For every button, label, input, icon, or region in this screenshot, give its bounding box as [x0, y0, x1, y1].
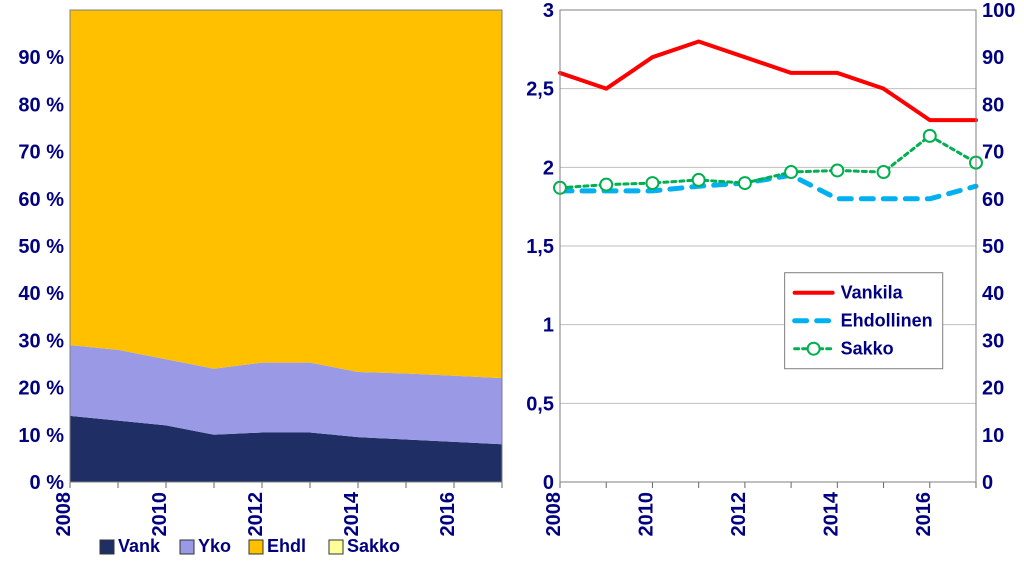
- marker-sakko: [831, 164, 843, 176]
- y-tick: 70 %: [18, 142, 64, 164]
- marker-sakko: [785, 166, 797, 178]
- y-right-tick: 50: [982, 236, 1004, 258]
- x-tick: 2012: [245, 492, 267, 537]
- x-tick: 2016: [913, 492, 935, 537]
- legend-swatch-vank: [100, 540, 114, 554]
- y-tick: 50 %: [18, 236, 64, 258]
- legend-label-ehdollinen: Ehdollinen: [841, 311, 933, 331]
- right-line-chart: 00,511,522,53010203040506070809010020082…: [512, 0, 1024, 572]
- y-right-tick: 10: [982, 425, 1004, 447]
- legend-label-sakko: Sakko: [841, 339, 894, 359]
- y-tick: 20 %: [18, 378, 64, 400]
- y-right-tick: 80: [982, 94, 1004, 116]
- y-tick: 10 %: [18, 425, 64, 447]
- x-tick: 2010: [149, 492, 171, 537]
- legend-label-sakko: Sakko: [347, 536, 400, 556]
- figure-wrap: 0 % 10 % 20 % 30 % 40 % 50 % 60 % 70 % 80 % 90 % 2…: [0, 0, 1024, 572]
- y-left-tick: 1,5: [526, 236, 554, 258]
- legend-label-vank: Vank: [118, 536, 161, 556]
- legend-label-yko: Yko: [198, 536, 231, 556]
- x-tick: 2016: [437, 492, 459, 537]
- y-tick: 40 %: [18, 283, 64, 305]
- legend-label-vankila: Vankila: [841, 283, 904, 303]
- y-right-tick: 0: [982, 472, 993, 494]
- y-left-tick: 1: [543, 315, 554, 337]
- y-right-tick: 20: [982, 378, 1004, 400]
- marker-sakko: [739, 177, 751, 189]
- y-tick: 90 %: [18, 47, 64, 69]
- y-right-tick: 40: [982, 283, 1004, 305]
- x-tick: 2010: [635, 492, 657, 537]
- left-area-chart: 0 % 10 % 20 % 30 % 40 % 50 % 60 % 70 % 80 % 90 % 2…: [0, 0, 512, 572]
- marker-sakko: [878, 166, 890, 178]
- legend-label-ehdl: Ehdl: [267, 536, 306, 556]
- x-tick: 2008: [543, 492, 565, 537]
- y-left-tick: 3: [543, 0, 554, 22]
- x-tick: 2014: [341, 491, 363, 536]
- x-tick: 2012: [728, 492, 750, 537]
- y-left-tick: 2: [543, 157, 554, 179]
- y-right-tick: 90: [982, 47, 1004, 69]
- y-tick: 0 %: [30, 472, 65, 494]
- marker-sakko: [693, 174, 705, 186]
- y-left-tick: 0: [543, 472, 554, 494]
- y-right-tick: 100: [982, 0, 1015, 22]
- legend-swatch-sakko: [329, 540, 343, 554]
- marker-sakko: [600, 179, 612, 191]
- y-right-tick: 60: [982, 189, 1004, 211]
- y-right-tick: 30: [982, 330, 1004, 352]
- y-tick: 80 %: [18, 94, 64, 116]
- legend-swatch-ehdl: [249, 540, 263, 554]
- y-left-tick: 0,5: [526, 393, 554, 415]
- marker-sakko: [646, 177, 658, 189]
- legend-swatch-yko: [180, 540, 194, 554]
- y-right-tick: 70: [982, 142, 1004, 164]
- marker-sakko: [924, 130, 936, 142]
- y-left-tick: 2,5: [526, 79, 554, 101]
- area-ehdl: [70, 10, 502, 378]
- y-tick: 60 %: [18, 189, 64, 211]
- x-tick: 2008: [53, 492, 75, 537]
- y-tick: 30 %: [18, 330, 64, 352]
- x-tick: 2014: [820, 491, 842, 536]
